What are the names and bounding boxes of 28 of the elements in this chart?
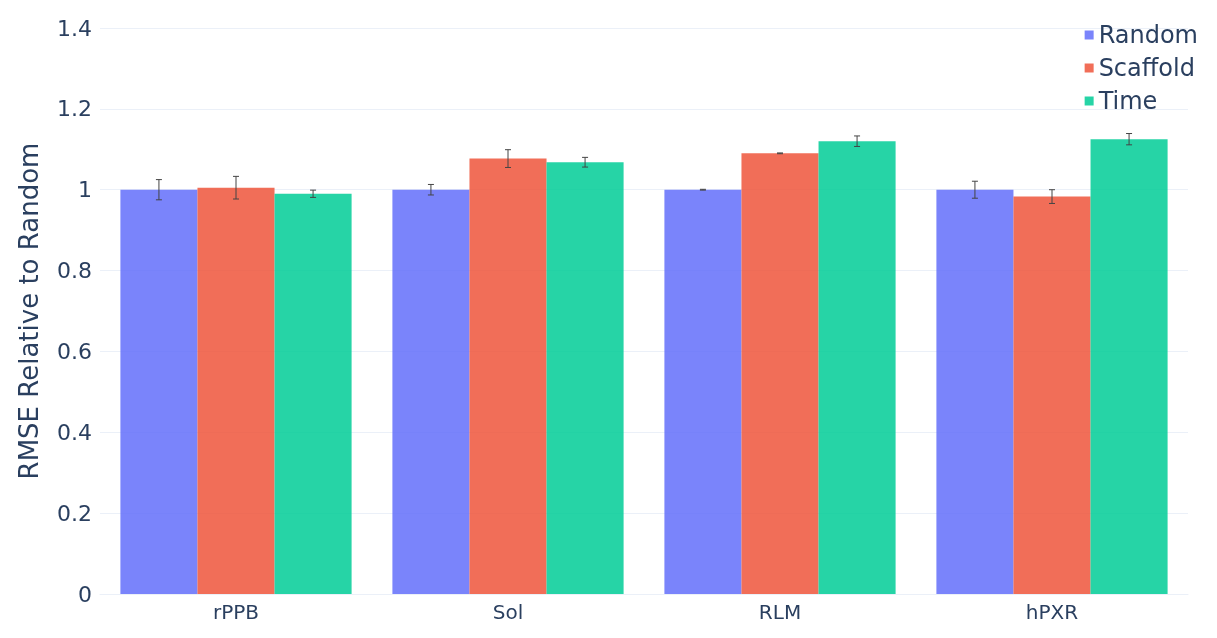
bar — [936, 189, 1014, 594]
y-tick-label: 1.4 — [57, 15, 92, 41]
y-tick-label: 1 — [78, 177, 92, 203]
bar — [664, 189, 742, 594]
y-tick-label: 1.2 — [57, 96, 92, 122]
legend-label: Scaffold — [1098, 54, 1195, 82]
y-tick-label: 0 — [78, 581, 92, 607]
x-tick-label: hPXR — [1025, 600, 1079, 624]
bar — [818, 141, 896, 594]
y-tick-label: 0.6 — [57, 338, 92, 364]
y-tick-label: 0.4 — [57, 419, 92, 445]
x-tick-label: RLM — [758, 600, 802, 624]
legend-label: Time — [1097, 87, 1158, 115]
bar — [1090, 139, 1168, 594]
bar — [197, 187, 275, 594]
y-tick-label: 0.8 — [57, 258, 92, 284]
bar — [1013, 196, 1091, 594]
bar — [274, 193, 352, 594]
bar — [469, 158, 547, 594]
legend-label: Random — [1098, 21, 1199, 49]
bar — [741, 153, 819, 594]
x-tick-label: rPPB — [212, 600, 260, 624]
y-tick-label: 0.2 — [57, 500, 92, 526]
bar — [392, 189, 470, 594]
bar — [120, 189, 198, 594]
bar — [546, 162, 624, 594]
y-axis-title: RMSE Relative to Random — [14, 142, 44, 480]
x-tick-label: Sol — [492, 600, 524, 624]
